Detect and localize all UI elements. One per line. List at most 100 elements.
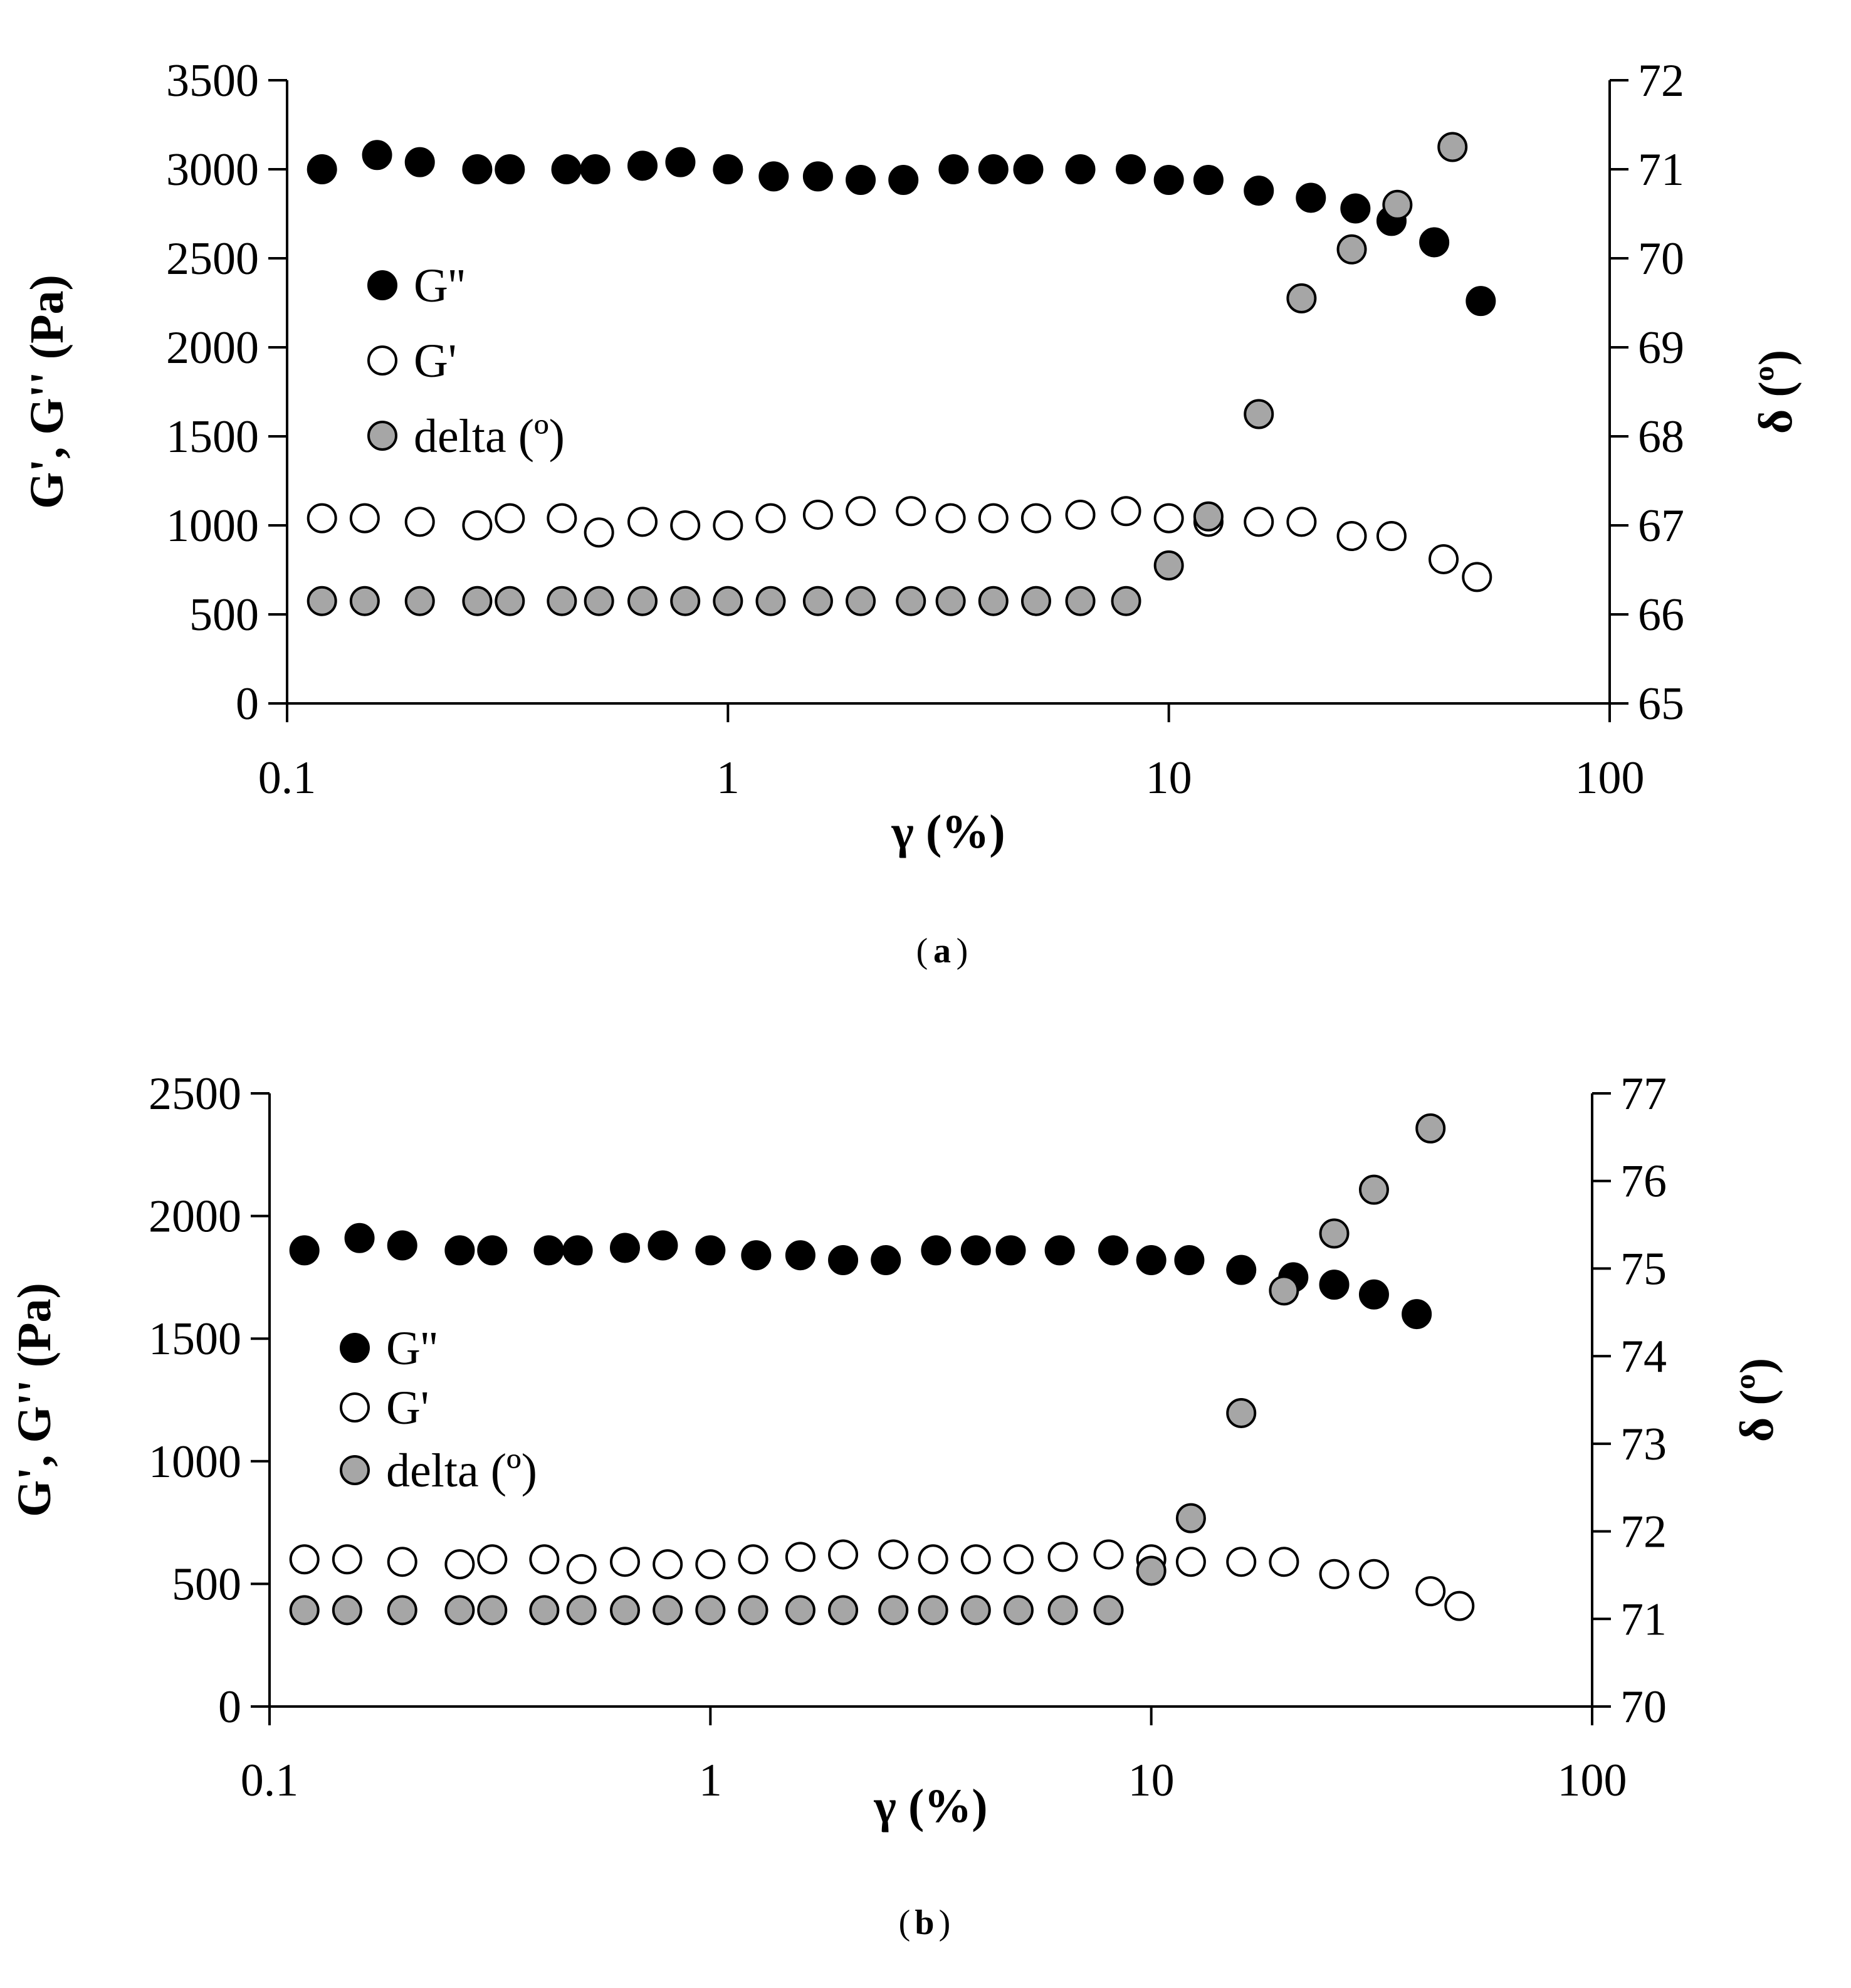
data-point-delta-b bbox=[444, 1595, 475, 1626]
data-point-g-a bbox=[1153, 503, 1184, 534]
data-point-delta-a bbox=[846, 586, 876, 616]
data-point-delta-a bbox=[627, 586, 658, 616]
y-tick-label-right: 68 bbox=[1638, 411, 1684, 463]
data-point-g-b bbox=[444, 1235, 475, 1266]
data-point-g-b bbox=[995, 1235, 1026, 1266]
data-point-delta-a bbox=[1111, 586, 1141, 616]
data-point-g-a bbox=[888, 165, 919, 196]
data-point-g-a bbox=[1336, 521, 1367, 552]
data-point-delta-b bbox=[1003, 1595, 1034, 1626]
data-point-delta-b bbox=[785, 1595, 815, 1626]
data-point-g-a bbox=[978, 154, 1009, 184]
data-point-g-b bbox=[477, 1235, 508, 1266]
data-point-delta-a bbox=[584, 586, 614, 616]
data-point-g-b bbox=[741, 1240, 772, 1271]
y-tick-label-left: 1000 bbox=[166, 500, 259, 552]
data-point-delta-a bbox=[1020, 586, 1051, 616]
data-point-g-a bbox=[802, 161, 833, 192]
caption-close-paren: ) bbox=[939, 1903, 951, 1942]
x-tick-label: 0.1 bbox=[241, 1755, 299, 1806]
data-point-g-b bbox=[1415, 1576, 1446, 1607]
data-point-g-b bbox=[444, 1549, 475, 1580]
x-tick-label: 10 bbox=[1128, 1755, 1175, 1806]
data-point-delta-a bbox=[1382, 189, 1413, 220]
data-point-g-b bbox=[921, 1235, 952, 1266]
legend-marker bbox=[340, 1392, 370, 1423]
data-point-delta-b bbox=[918, 1595, 948, 1626]
y-tick-label-right: 77 bbox=[1620, 1068, 1667, 1120]
data-point-delta-b bbox=[332, 1595, 362, 1626]
data-point-g-b bbox=[1136, 1245, 1167, 1276]
y-tick-label-right: 69 bbox=[1638, 322, 1684, 374]
data-point-g-a bbox=[404, 507, 435, 537]
data-point-g-a bbox=[1286, 507, 1317, 537]
data-point-g-b bbox=[695, 1549, 726, 1580]
data-point-g-b bbox=[477, 1544, 508, 1575]
data-point-g-a bbox=[1296, 182, 1326, 213]
data-point-delta-b bbox=[566, 1595, 597, 1626]
data-point-delta-b bbox=[529, 1595, 560, 1626]
data-point-delta-a bbox=[670, 586, 701, 616]
data-point-g-b bbox=[332, 1544, 362, 1575]
data-point-g-b bbox=[610, 1547, 641, 1577]
data-point-g-a bbox=[1020, 503, 1051, 534]
y-axis-title-left: G', G'' (Pa) bbox=[8, 1283, 61, 1517]
data-point-g-a bbox=[1462, 562, 1492, 592]
data-point-g-b bbox=[1402, 1299, 1432, 1330]
data-point-g-a bbox=[495, 503, 525, 534]
y-tick-label-left: 3000 bbox=[166, 144, 259, 196]
x-tick-label: 1 bbox=[699, 1755, 722, 1806]
data-point-g-b bbox=[289, 1544, 320, 1575]
data-point-delta-a bbox=[896, 586, 926, 616]
data-point-g-a bbox=[1116, 154, 1146, 184]
x-tick-label: 10 bbox=[1146, 752, 1192, 804]
data-point-delta-a bbox=[307, 586, 337, 616]
data-point-g-a bbox=[462, 510, 493, 540]
data-point-delta-a bbox=[547, 586, 577, 616]
data-point-g-b bbox=[1319, 1270, 1350, 1300]
data-point-g-b bbox=[1269, 1547, 1299, 1577]
data-point-g-b bbox=[1358, 1279, 1389, 1310]
data-point-g-a bbox=[846, 165, 876, 196]
x-tick-label: 100 bbox=[1575, 752, 1645, 804]
data-point-delta-b bbox=[1358, 1174, 1389, 1205]
data-point-g-a bbox=[978, 503, 1009, 534]
y-tick-label-left: 2000 bbox=[149, 1191, 241, 1243]
y-tick-label-right: 76 bbox=[1620, 1156, 1667, 1207]
y-tick-label-left: 500 bbox=[189, 589, 259, 641]
data-point-delta-a bbox=[1336, 234, 1367, 265]
data-point-delta-a bbox=[495, 586, 525, 616]
x-tick-label: 1 bbox=[716, 752, 740, 804]
data-point-g-b bbox=[653, 1549, 683, 1580]
legend-marker bbox=[367, 421, 397, 451]
x-tick-label: 100 bbox=[1558, 1755, 1627, 1806]
data-point-g-b bbox=[1444, 1591, 1475, 1621]
data-point-delta-b bbox=[1047, 1595, 1078, 1626]
data-point-g-b bbox=[878, 1539, 909, 1570]
data-point-delta-b bbox=[828, 1595, 859, 1626]
data-point-g-a bbox=[896, 496, 926, 527]
data-point-delta-b bbox=[1093, 1595, 1124, 1626]
data-point-g-b bbox=[695, 1235, 726, 1266]
data-point-g-b bbox=[1319, 1559, 1350, 1589]
data-point-g-b bbox=[1226, 1547, 1257, 1577]
data-point-delta-a bbox=[802, 586, 833, 616]
data-point-delta-b bbox=[738, 1595, 768, 1626]
data-point-g-b bbox=[387, 1230, 417, 1261]
x-tick-label: 0.1 bbox=[258, 752, 317, 804]
data-point-g-b bbox=[344, 1223, 375, 1253]
data-point-g-b bbox=[1003, 1544, 1034, 1575]
data-point-g-a bbox=[1419, 227, 1450, 258]
data-point-g-a bbox=[938, 154, 969, 184]
data-point-g-b bbox=[533, 1235, 564, 1266]
y-tick-label-left: 1500 bbox=[166, 411, 259, 463]
data-point-g-a bbox=[627, 507, 658, 537]
chart-b: 0 500 1000 1500 2000 2500 70 71 72 73 74 75 76 77 0.1 1… bbox=[8, 1068, 1783, 1942]
data-point-g-b bbox=[738, 1544, 768, 1575]
data-point-delta-a bbox=[1065, 586, 1096, 616]
y-tick-label-right: 73 bbox=[1620, 1419, 1667, 1470]
data-point-delta-a bbox=[1244, 399, 1274, 429]
legend-marker bbox=[367, 270, 397, 300]
caption-open-paren: ( bbox=[899, 1903, 911, 1942]
